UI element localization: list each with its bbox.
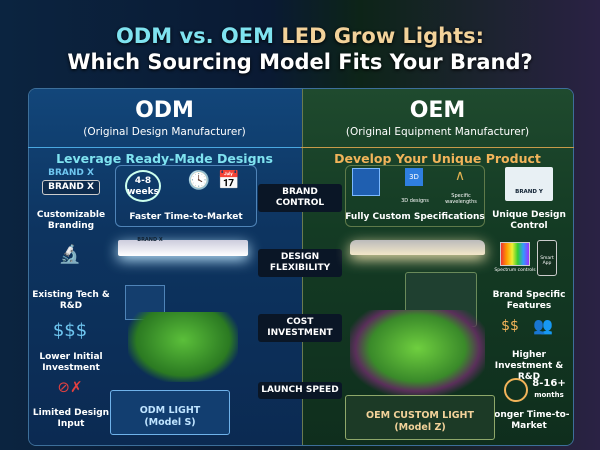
brand-y-design-icon: BRAND Y (505, 167, 553, 201)
clock-icon (504, 378, 528, 402)
criterion-brand-control: BRAND CONTROL (258, 184, 342, 212)
criterion-cost-investment: COST INVESTMENT (258, 314, 342, 342)
wavelength-icon: ∧ (454, 168, 466, 184)
team-icon: 👥 (533, 316, 553, 335)
oem-tagline: Develop Your Unique Product (334, 151, 541, 166)
limited-input-icon: ⊘✗ (57, 378, 83, 396)
odm-time-label: Faster Time-to-Market (129, 212, 243, 222)
microscope-icon: 🔬 (58, 244, 82, 265)
odm-feature-limited: Limited Design Input (32, 408, 110, 429)
criterion-design-flexibility: DESIGN FLEXIBILITY (258, 249, 342, 277)
oem-planter (345, 395, 495, 440)
odm-tagline: Leverage Ready-Made Designs (56, 151, 273, 166)
odm-planter (110, 390, 230, 435)
odm-heading: ODM (135, 98, 194, 123)
calendar-icon: 📅 (217, 170, 241, 191)
blueprint-icon (352, 168, 380, 196)
odm-grow-light-fixture (118, 240, 248, 256)
oem-grow-light-fixture (350, 240, 485, 255)
money-bags-icon: $$ (501, 318, 519, 334)
cannabis-plants (128, 312, 238, 382)
smart-app-icon: Smart App (537, 240, 557, 276)
oem-feature-brand-features: Brand Specific Features (492, 290, 566, 311)
wavelengths-label: Specific wavelengths (445, 193, 477, 205)
odm-subtitle: (Original Design Manufacturer) (83, 126, 246, 138)
brand-x-label-icon: BRAND X (42, 180, 100, 195)
odm-feature-branding: Customizable Branding (36, 210, 106, 231)
divider (28, 147, 301, 148)
brand-x-logo: BRAND X (48, 168, 94, 178)
title-line-2: Which Sourcing Model Fits Your Brand? (67, 50, 533, 74)
oem-feature-longer-time: Longer Time-to-Market (488, 410, 570, 431)
oem-product-label: OEM CUSTOM LIGHT (Model Z) (366, 410, 474, 433)
months-badge: 8-16+ months (532, 378, 566, 399)
oem-spec-box (345, 165, 485, 227)
oem-spec-label: Fully Custom Specifications (345, 212, 485, 222)
odm-product-label: ODM LIGHT (Model S) (139, 405, 201, 428)
odm-feature-tech: Existing Tech & R&D (32, 290, 110, 311)
clock-icon: 🕓 (187, 170, 211, 191)
3d-designs-label: 3D designs (401, 198, 429, 204)
oem-subtitle: (Original Equipment Manufacturer) (345, 126, 530, 138)
odm-time-box (115, 165, 257, 227)
criterion-launch-speed: LAUNCH SPEED (258, 382, 342, 399)
spectrum-controls-icon (500, 242, 530, 266)
oem-heading: OEM (409, 98, 466, 123)
leafy-greens (350, 310, 485, 395)
oem-feature-design-control: Unique Design Control (492, 210, 566, 231)
divider (301, 147, 574, 148)
odm-section (29, 89, 302, 445)
oem-feature-investment: Higher Investment & R&D (494, 350, 564, 382)
title-line-1: ODM vs. OEM LED Grow Lights: (115, 24, 485, 48)
spectrum-label: Spectrum controls (494, 268, 536, 273)
money-bags-icon: $$$ (52, 320, 88, 341)
3d-cube-icon: 3D (405, 168, 423, 186)
weeks-badge: 4-8 weeks (125, 170, 161, 202)
odm-feature-investment: Lower Initial Investment (39, 352, 103, 373)
odm-light-brand: BRAND X (137, 237, 163, 243)
